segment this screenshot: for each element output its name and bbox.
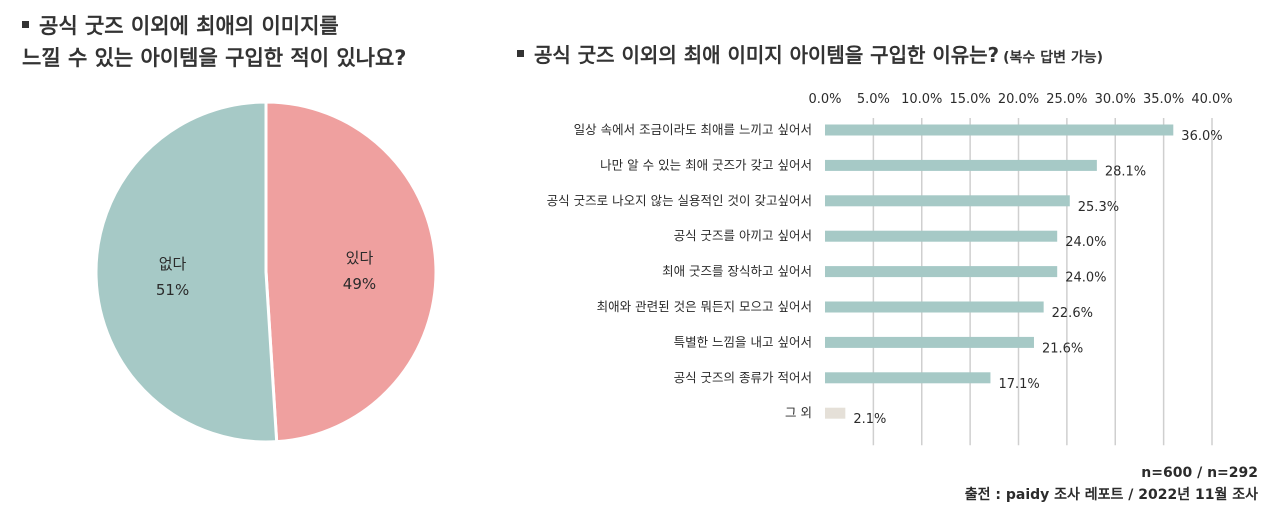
- pie-slice-value: 51%: [156, 281, 189, 299]
- bar-value-label: 17.1%: [998, 377, 1039, 392]
- bar: [825, 301, 1044, 313]
- pie-title-line-2: 느낄 수 있는 아이템을 구입한 적이 있나요?: [22, 46, 407, 70]
- bar: [825, 407, 846, 419]
- x-tick-label: 25.0%: [1046, 92, 1087, 107]
- pie-slice: [94, 100, 279, 444]
- footer: n=600 / n=292 출전 : paidy 조사 레포트 / 2022년 …: [965, 462, 1258, 506]
- category-label: 특별한 느낌을 내고 싶어서: [674, 334, 812, 349]
- sample-size: n=600 / n=292: [1141, 465, 1258, 481]
- title-bullet-icon: [517, 50, 524, 57]
- x-tick-label: 40.0%: [1191, 92, 1232, 107]
- bar: [825, 336, 1034, 348]
- category-label: 공식 굿즈의 종류가 적어서: [674, 370, 812, 385]
- category-label: 일상 속에서 조금이라도 최애를 느끼고 싶어서: [574, 122, 812, 137]
- x-tick-label: 20.0%: [998, 92, 1039, 107]
- x-tick-label: 0.0%: [808, 92, 841, 107]
- pie-chart-title: 공식 굿즈 이외에 최애의 이미지를 느낄 수 있는 아이템을 구입한 적이 있…: [22, 10, 407, 74]
- bar-value-label: 24.0%: [1065, 235, 1106, 250]
- x-tick-label: 10.0%: [901, 92, 942, 107]
- bar-value-label: 2.1%: [853, 412, 886, 427]
- category-label: 나만 알 수 있는 최애 굿즈가 갖고 싶어서: [600, 157, 812, 172]
- bar: [825, 124, 1174, 136]
- pie-chart: 있다 49% 없다 51%: [94, 100, 438, 444]
- x-tick-label: 15.0%: [949, 92, 990, 107]
- title-bullet-icon: [22, 20, 29, 28]
- bar-value-label: 21.6%: [1042, 341, 1083, 356]
- bar-value-label: 24.0%: [1065, 271, 1106, 286]
- pie-slice-label: 없다: [159, 255, 187, 273]
- pie-slice: [264, 100, 438, 444]
- bar: [825, 266, 1058, 278]
- category-label: 공식 굿즈를 아끼고 싶어서: [674, 228, 812, 243]
- bar: [825, 372, 991, 384]
- bar-value-label: 28.1%: [1105, 164, 1146, 179]
- pie-slice-value: 49%: [343, 275, 376, 293]
- category-label: 공식 굿즈로 나오지 않는 실용적인 것이 갖고싶어서: [547, 193, 812, 208]
- bar-chart-title: 공식 굿즈 이외의 최애 이미지 아이템을 구입한 이유는? (복수 답변 가능): [517, 40, 1103, 73]
- category-label: 그 외: [785, 405, 812, 420]
- bar: [825, 230, 1058, 242]
- bar: [825, 159, 1097, 171]
- category-label: 최애와 관련된 것은 뭐든지 모으고 싶어서: [597, 299, 812, 314]
- bar: [825, 195, 1070, 207]
- source-note: 출전 : paidy 조사 레포트 / 2022년 11월 조사: [964, 487, 1258, 503]
- bar-value-label: 36.0%: [1181, 129, 1222, 144]
- pie-slice-label: 있다: [346, 249, 374, 267]
- pie-title-line-1: 공식 굿즈 이외에 최애의 이미지를: [22, 10, 407, 42]
- x-tick-label: 30.0%: [1095, 92, 1136, 107]
- x-tick-label: 5.0%: [857, 92, 890, 107]
- bar-value-label: 25.3%: [1078, 200, 1119, 215]
- bar-title-subtitle: (복수 답변 가능): [1003, 50, 1103, 66]
- bar-title-text: 공식 굿즈 이외의 최애 이미지 아이템을 구입한 이유는?: [534, 43, 1000, 67]
- x-tick-label: 35.0%: [1143, 92, 1184, 107]
- bar-value-label: 22.6%: [1052, 306, 1093, 321]
- category-label: 최애 굿즈를 장식하고 싶어서: [662, 264, 812, 279]
